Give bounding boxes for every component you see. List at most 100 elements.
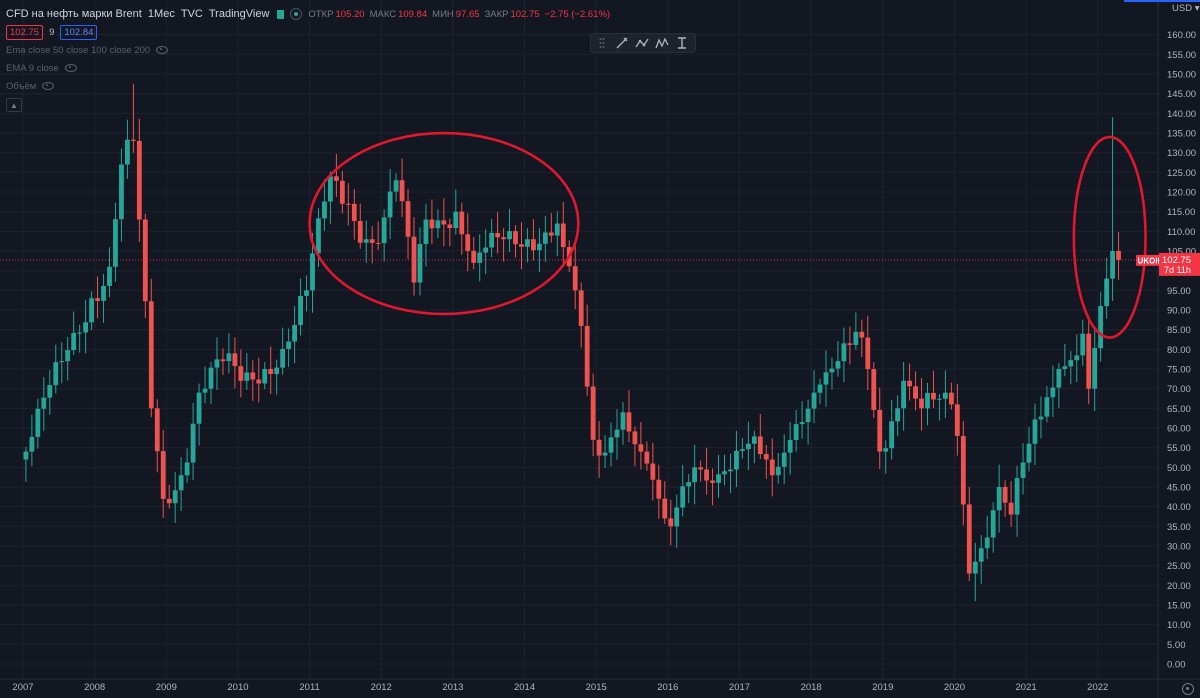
candle-body[interactable] [1092, 348, 1098, 389]
candle-body[interactable] [656, 479, 662, 499]
candle-body[interactable] [1110, 251, 1115, 279]
candle-body[interactable] [686, 482, 692, 487]
candle-body[interactable] [333, 176, 339, 181]
candle-body[interactable] [757, 436, 763, 455]
time-axis[interactable] [0, 679, 1200, 698]
candle-body[interactable] [728, 469, 733, 472]
candle-body[interactable] [1002, 487, 1008, 503]
path-icon[interactable] [635, 36, 649, 50]
candle-body[interactable] [948, 392, 954, 405]
candle-body[interactable] [477, 252, 483, 263]
candle-body[interactable] [83, 322, 89, 333]
candle-body[interactable] [620, 412, 626, 430]
candle-body[interactable] [369, 239, 375, 243]
candle-body[interactable] [298, 295, 303, 325]
candle-body[interactable] [357, 220, 363, 243]
candle-body[interactable] [196, 392, 202, 424]
candle-body[interactable] [572, 266, 578, 291]
candle-body[interactable] [280, 349, 286, 368]
candle-body[interactable] [560, 223, 566, 248]
candle-body[interactable] [447, 224, 453, 229]
candle-body[interactable] [662, 498, 668, 519]
candle-body[interactable] [160, 451, 166, 499]
candle-body[interactable] [166, 498, 172, 504]
candle-body[interactable] [817, 384, 823, 393]
candle-body[interactable] [202, 388, 208, 393]
candle-body[interactable] [41, 397, 47, 409]
candle-body[interactable] [208, 367, 214, 389]
candle-body[interactable] [722, 471, 727, 475]
candle-body[interactable] [716, 474, 721, 483]
candle-body[interactable] [23, 451, 29, 460]
candle-body[interactable] [554, 223, 560, 236]
candle-body[interactable] [943, 392, 948, 399]
collapse-legend-button[interactable]: ▲ [6, 98, 22, 112]
candle-body[interactable] [95, 298, 100, 301]
candle-body[interactable] [1026, 443, 1032, 463]
candle-body[interactable] [1080, 333, 1086, 356]
candle-body[interactable] [931, 392, 936, 400]
candle-body[interactable] [345, 203, 351, 205]
candle-body[interactable] [877, 409, 883, 452]
candle-body[interactable] [65, 350, 71, 362]
candle-body[interactable] [107, 266, 112, 286]
candle-body[interactable] [984, 537, 990, 549]
candle-body[interactable] [859, 331, 865, 338]
candle-body[interactable] [495, 232, 500, 238]
candle-body[interactable] [835, 361, 841, 369]
candle-body[interactable] [89, 298, 94, 323]
candle-body[interactable] [244, 372, 250, 381]
candle-body[interactable] [960, 435, 966, 505]
candle-body[interactable] [584, 326, 590, 387]
candle-body[interactable] [1104, 278, 1110, 307]
candle-body[interactable] [459, 211, 465, 235]
candle-body[interactable] [626, 412, 632, 432]
candle-body[interactable] [453, 211, 459, 229]
candle-body[interactable] [542, 232, 548, 244]
annotation-ellipse[interactable] [308, 131, 580, 316]
indicator-ema-9[interactable]: EMA 9 close [6, 59, 613, 77]
candle-body[interactable] [256, 379, 262, 384]
candle-body[interactable] [811, 392, 817, 409]
candle-body[interactable] [781, 452, 787, 467]
candle-body[interactable] [799, 422, 805, 425]
candle-body[interactable] [793, 424, 799, 441]
candle-body[interactable] [286, 341, 292, 350]
candle-body[interactable] [596, 439, 602, 456]
candle-body[interactable] [53, 362, 59, 386]
candle-body[interactable] [1086, 333, 1092, 389]
candle-body[interactable] [590, 386, 596, 440]
candle-body[interactable] [865, 337, 871, 370]
candle-body[interactable] [351, 203, 357, 221]
candle-body[interactable] [769, 459, 775, 476]
candle-body[interactable] [363, 239, 369, 243]
candle-body[interactable] [1074, 355, 1080, 361]
candle-body[interactable] [513, 231, 518, 245]
candle-body[interactable] [441, 220, 447, 225]
eye-hidden-icon[interactable] [64, 64, 77, 72]
candle-body[interactable] [1032, 419, 1038, 444]
bid-price-badge[interactable]: 102.75 [6, 24, 44, 40]
candle-body[interactable] [692, 467, 698, 483]
candle-body[interactable] [966, 504, 972, 574]
brush-icon[interactable] [615, 36, 629, 50]
candle-body[interactable] [435, 220, 441, 229]
candle-body[interactable] [405, 201, 411, 237]
candle-body[interactable] [578, 290, 584, 327]
price-axis[interactable] [1158, 0, 1200, 698]
candle-body[interactable] [680, 486, 686, 508]
candle-body[interactable] [632, 431, 638, 445]
candle-body[interactable] [322, 201, 327, 219]
candle-body[interactable] [262, 369, 268, 384]
candle-body[interactable] [501, 237, 506, 240]
candle-body[interactable] [381, 217, 387, 244]
candle-body[interactable] [668, 518, 674, 527]
candle-body[interactable] [1044, 397, 1050, 417]
candle-body[interactable] [119, 164, 124, 220]
candle-body[interactable] [417, 244, 423, 283]
candle-body[interactable] [775, 466, 781, 476]
candle-body[interactable] [763, 454, 769, 460]
indicator-ema-multi[interactable]: Ema close 50 close 100 close 200 [6, 41, 613, 59]
currency-label[interactable]: USD ▾ [1172, 3, 1200, 14]
candle-body[interactable] [698, 467, 704, 470]
